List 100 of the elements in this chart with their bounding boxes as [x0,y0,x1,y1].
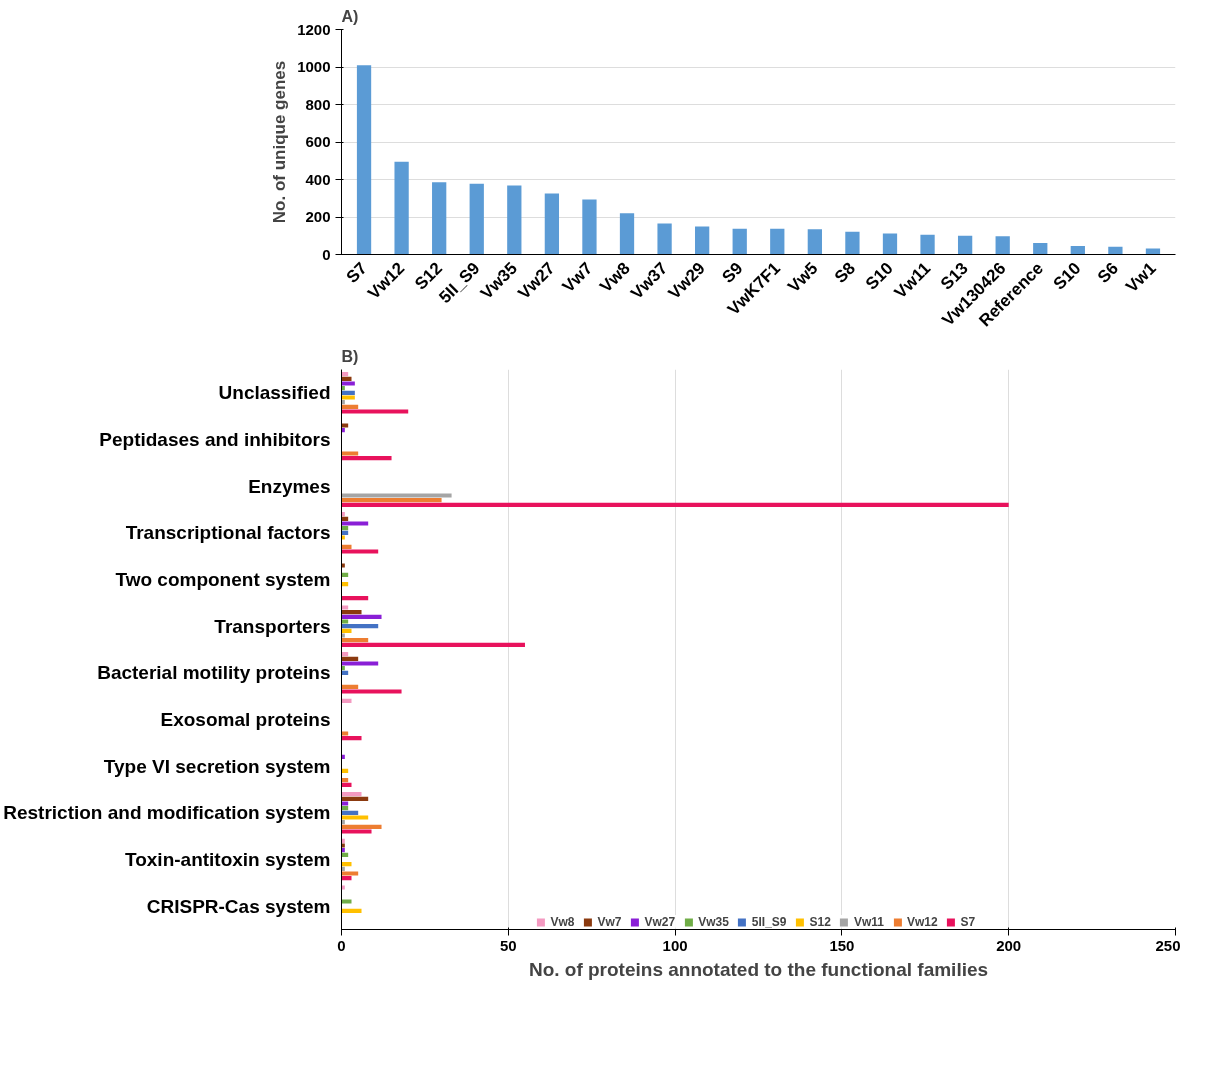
y-tick-label: Unclassified [218,382,331,404]
x-tick-label: S8 [831,258,860,287]
bar [544,193,560,255]
y-tick-label: Transporters [214,615,331,637]
y-tick-label: Bacterial motility proteins [97,662,331,684]
bar [341,731,349,736]
y-tick-label: 600 [305,133,331,150]
bar [341,661,379,666]
bar [341,810,359,815]
bar [341,824,382,829]
bar [341,409,409,414]
bar [882,233,898,255]
bar [957,235,973,255]
x-tick-label: Vw1 [1122,258,1160,297]
y-tick-label: 800 [305,95,331,113]
x-tick-label: 0 [337,936,346,954]
bar [341,628,352,633]
bar [341,381,355,386]
bar [341,899,352,904]
bar [341,395,355,400]
bar [341,638,369,643]
x-tick-label: 50 [499,936,517,954]
bar [341,423,349,428]
bar [341,871,359,876]
legend-label: Vw35 [698,915,729,929]
bar [356,65,372,255]
y-tick-label: Transcriptional factors [125,522,331,544]
bar [507,185,522,255]
bar [394,161,409,255]
x-tick-label: 250 [1155,936,1181,954]
legend-label: Vw8 [550,915,575,929]
bar [341,815,369,820]
bar [341,908,362,913]
chart-title: A) [341,7,359,25]
bar [341,684,359,689]
y-axis-title: No. of unique genes [270,60,290,224]
legend-label: Vw7 [597,915,622,929]
bar [845,231,860,255]
bar [341,843,345,848]
bar [341,544,352,549]
x-tick-label: Vw5 [784,258,822,297]
bar [341,549,379,554]
bar [341,876,352,881]
bar [920,234,935,255]
chart-title: B) [341,347,359,365]
bar [341,736,362,741]
bar [341,829,372,834]
bar [341,605,349,610]
y-tick-label: 0 [322,245,331,263]
bar [341,698,352,703]
y-tick-label: 200 [305,208,331,225]
x-axis-title: No. of proteins annotated to the functional families [528,958,989,980]
y-tick-label: Toxin-antitoxin system [124,849,331,870]
bar [469,183,484,255]
bar [807,229,822,255]
bar [341,792,362,797]
bar [995,236,1010,255]
bar [341,493,452,498]
x-tick-label: 150 [829,936,855,954]
bar [341,614,382,619]
bar [341,521,369,526]
bar [341,596,369,601]
legend-label: Vw12 [906,915,938,929]
bar [341,456,392,461]
bar [341,404,359,409]
bar [619,213,635,255]
y-tick-label: CRISPR-Cas system [146,895,331,917]
x-tick-label: 200 [996,936,1022,954]
bar [341,502,1009,507]
legend-label: S7 [960,915,977,929]
bar [341,862,352,867]
x-tick-label: 100 [662,936,688,954]
bar [657,223,672,255]
bar [341,885,345,890]
bar [341,642,525,647]
legend-label: Vw27 [644,915,676,929]
bar [341,624,379,629]
legend-label: Vw11 [853,915,884,929]
bar [341,390,355,395]
bar [341,619,349,624]
bar [341,535,345,540]
bar [732,228,747,255]
bar [1108,246,1123,255]
x-tick-label: S10 [1049,258,1085,294]
bar [1070,246,1085,255]
bar [341,610,362,615]
x-tick-label: S7 [342,258,371,287]
y-tick-label: Type VI secretion system [103,755,331,777]
y-tick-label: Restriction and modification system [3,802,331,824]
bar [341,782,352,787]
bar [341,656,359,661]
bar [341,796,369,801]
bar [582,199,597,255]
legend-label: S12 [809,915,831,929]
y-tick-label: Enzymes [248,475,331,497]
y-tick-label: 1000 [297,58,331,75]
x-tick-label: S6 [1093,258,1123,287]
legend-label: 5II_S9 [751,915,787,929]
bar [341,498,442,503]
bar [341,376,352,381]
